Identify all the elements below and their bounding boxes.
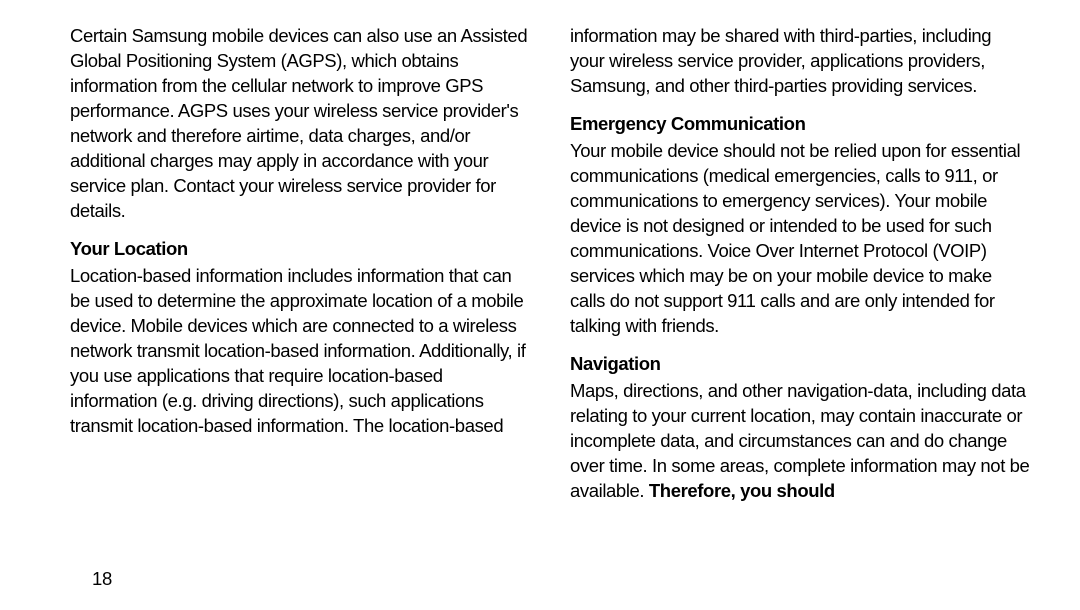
body-paragraph: Location-based information includes info… xyxy=(70,264,530,439)
body-paragraph: Maps, directions, and other navigation-d… xyxy=(570,379,1030,504)
section-heading-emergency-communication: Emergency Communication xyxy=(570,113,1030,135)
page-number: 18 xyxy=(70,568,530,590)
section-heading-navigation: Navigation xyxy=(570,353,1030,375)
body-paragraph: Your mobile device should not be relied … xyxy=(570,139,1030,339)
body-paragraph: information may be shared with third-par… xyxy=(570,24,1030,99)
left-column: Certain Samsung mobile devices can also … xyxy=(70,24,530,590)
right-column: information may be shared with third-par… xyxy=(570,24,1030,590)
section-heading-your-location: Your Location xyxy=(70,238,530,260)
body-paragraph: Certain Samsung mobile devices can also … xyxy=(70,24,530,224)
bold-text-run: Therefore, you should xyxy=(649,480,835,501)
document-page: Certain Samsung mobile devices can also … xyxy=(0,0,1080,610)
